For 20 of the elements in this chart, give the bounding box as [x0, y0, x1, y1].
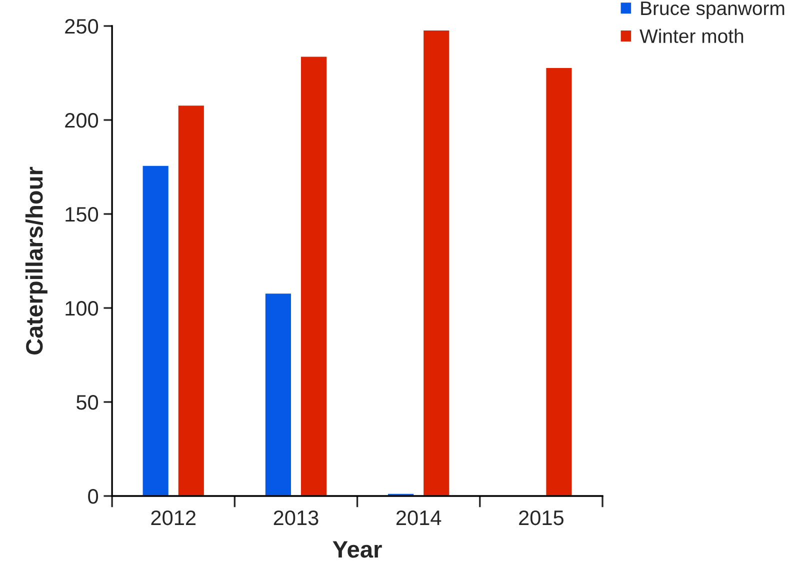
- y-tick-label: 150: [66, 207, 98, 222]
- bar: [141, 164, 170, 496]
- bar: [300, 55, 328, 496]
- y-tick-label: 200: [65, 113, 98, 128]
- x-tick-label: 2013: [274, 510, 318, 526]
- bar: [264, 292, 292, 496]
- x-tick-label: 2015: [519, 510, 564, 526]
- bar: [176, 104, 206, 496]
- y-tick-label: 50: [76, 395, 98, 410]
- bar: [422, 29, 451, 496]
- x-axis-title: Year: [332, 541, 382, 558]
- bar: [544, 66, 574, 496]
- x-tick-label: 2014: [396, 510, 442, 526]
- y-tick-label: 0: [88, 489, 98, 504]
- x-tick-label: 2012: [151, 510, 196, 526]
- y-axis-title: Caterpillars/hour: [25, 166, 48, 354]
- y-tick-label: 100: [66, 301, 98, 316]
- y-tick-label: 250: [65, 19, 98, 34]
- legend-label: Winter moth: [640, 28, 744, 44]
- legend-label: Bruce spanworm: [641, 2, 784, 20]
